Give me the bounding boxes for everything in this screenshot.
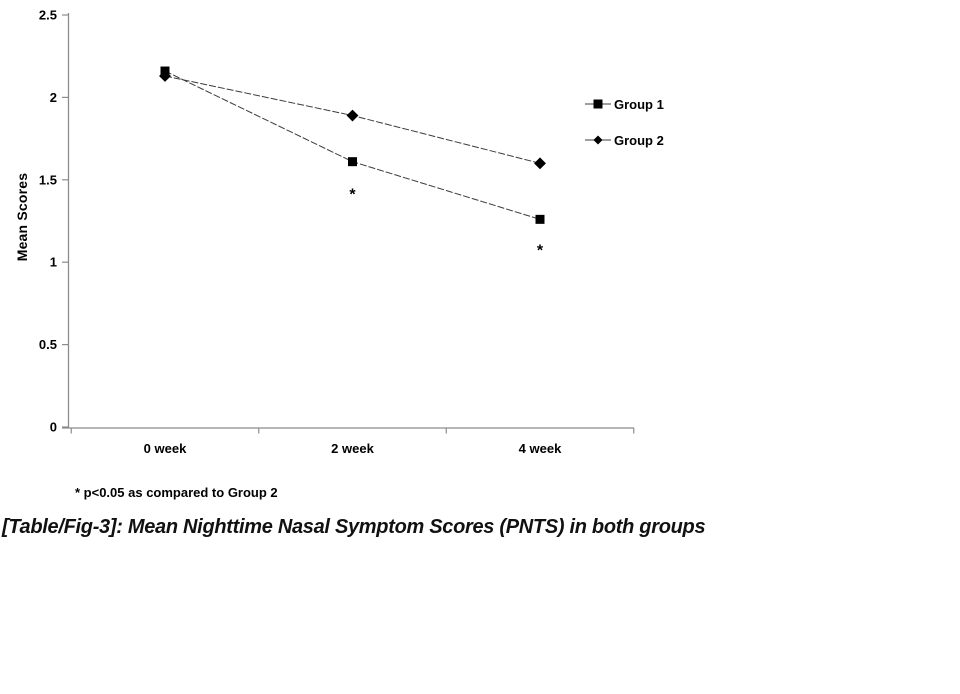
y-tick-label: 0.5	[39, 337, 57, 352]
data-point-square-group-1	[535, 214, 545, 224]
y-tick-label: 2	[50, 90, 57, 105]
x-tick-label: 0 week	[144, 441, 187, 456]
legend-marker-diamond-icon	[585, 135, 611, 145]
y-tick-label: 1.5	[39, 172, 57, 187]
legend-item-group-2: Group 2	[584, 131, 664, 149]
y-tick-label: 2.5	[39, 8, 57, 23]
legend-marker-square-icon	[585, 99, 611, 109]
significance-asterisk: *	[537, 243, 544, 260]
legend-label: Group 2	[614, 132, 664, 148]
y-axis-title: Mean Scores	[14, 172, 30, 262]
y-tick-label: 0	[50, 420, 57, 435]
significance-asterisk: *	[349, 187, 356, 204]
x-tick-label: 4 week	[519, 441, 562, 456]
y-tick-label: 1	[50, 255, 57, 270]
footnote: * p<0.05 as compared to Group 2	[75, 485, 278, 500]
data-point-diamond-group-2	[346, 109, 359, 122]
legend-label: Group 1	[614, 96, 664, 112]
legend: Group 1 Group 2	[584, 95, 664, 167]
line-chart: 0 0.5 1 1.5 2 2.5 0 week 2 week 4 week * *	[39, 8, 635, 456]
x-tick-label: 2 week	[331, 441, 374, 456]
data-point-diamond-group-2	[159, 70, 171, 82]
data-point-square-group-1	[348, 157, 357, 167]
figure-caption: [Table/Fig-3]: Mean Nighttime Nasal Symp…	[2, 516, 706, 538]
data-point-diamond-group-2	[534, 157, 546, 170]
legend-item-group-1: Group 1	[584, 95, 664, 113]
